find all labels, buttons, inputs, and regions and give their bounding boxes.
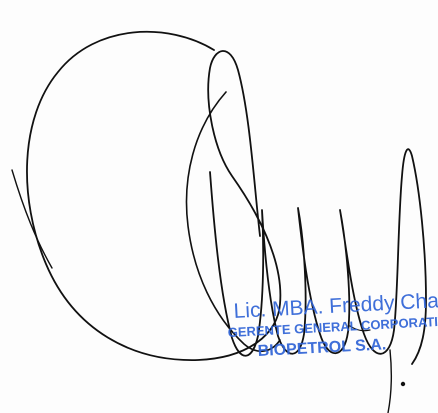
signature-dot [400, 381, 406, 387]
stamp-company-line: BIOPETROL S.A. [257, 336, 386, 360]
signature-inner-loop [185, 91, 281, 352]
signature-left-tail [11, 169, 53, 269]
signature-descender [387, 349, 393, 413]
signature-small-tick [349, 325, 371, 332]
signature-large-loop [26, 30, 282, 361]
signature-wave-strokes [209, 148, 427, 365]
